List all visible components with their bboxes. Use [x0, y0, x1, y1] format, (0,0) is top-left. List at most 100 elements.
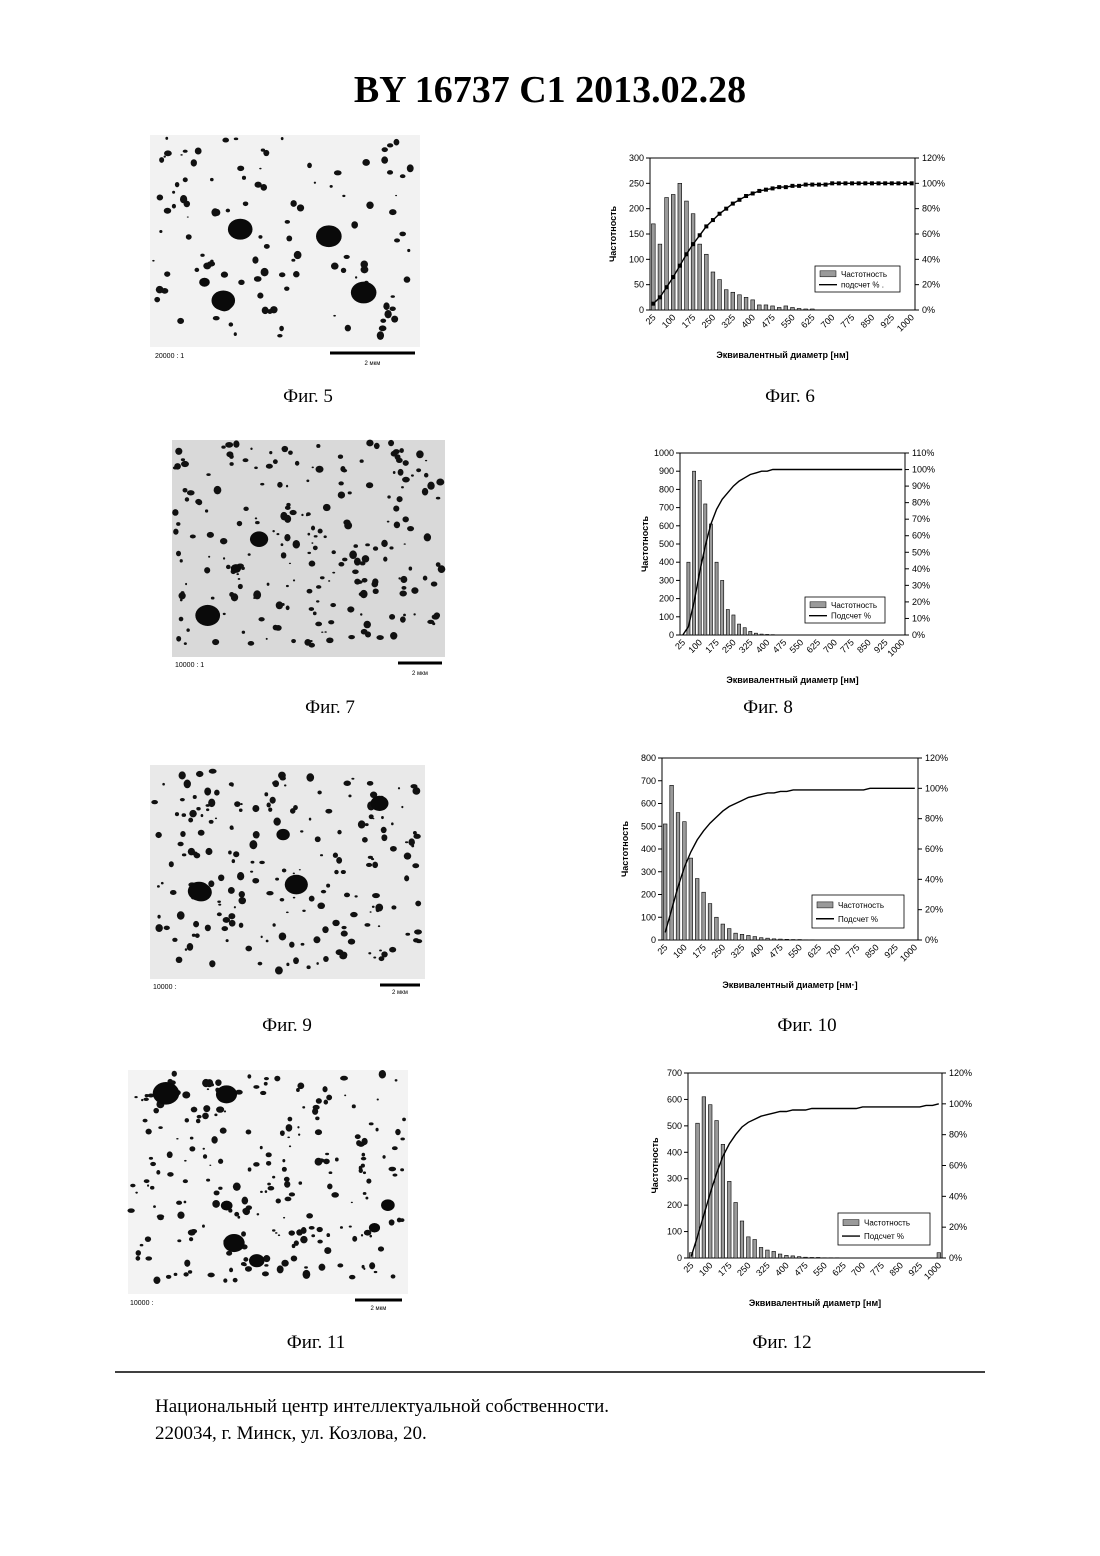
particle [303, 1270, 311, 1279]
particle [245, 1266, 252, 1272]
particle [328, 620, 334, 624]
particle [223, 613, 226, 615]
particle [376, 1128, 379, 1132]
particle [309, 818, 311, 821]
particle [216, 1085, 237, 1103]
y2-tick-label: 60% [925, 844, 943, 854]
particle [341, 870, 346, 874]
bar [665, 198, 669, 310]
particle [275, 878, 279, 881]
particle [293, 805, 298, 810]
particle [404, 276, 411, 282]
particle [349, 1275, 355, 1280]
line-marker [857, 181, 861, 185]
particle [276, 829, 289, 840]
bar [732, 615, 735, 635]
particle [280, 776, 286, 781]
particle [361, 1234, 363, 1237]
particle [252, 256, 258, 263]
line-marker [671, 275, 675, 279]
bar [715, 562, 718, 635]
bar [726, 610, 729, 635]
particle [282, 1159, 285, 1162]
particle [289, 1192, 295, 1196]
particle [173, 529, 178, 535]
particle [306, 773, 314, 781]
x-tick-label: 475 [771, 637, 789, 655]
particle [187, 216, 189, 217]
particle [172, 1071, 177, 1077]
particle [306, 965, 310, 969]
bar [772, 1251, 776, 1258]
particle [231, 593, 238, 601]
figure-caption: Фиг. 9 [262, 1015, 312, 1036]
line-marker [890, 181, 894, 185]
x-tick-label: 325 [720, 312, 738, 330]
particle [145, 1236, 151, 1242]
particle [407, 526, 414, 531]
line-marker [837, 181, 841, 185]
bar [772, 939, 776, 940]
particle [210, 260, 214, 263]
particle [257, 1213, 260, 1215]
particle [302, 910, 305, 912]
particle [348, 939, 355, 945]
particle [189, 1146, 195, 1151]
particle [345, 325, 351, 332]
x-tick-label: 1000 [885, 637, 906, 658]
particle [366, 863, 372, 867]
particle [413, 613, 415, 615]
particle [164, 208, 171, 214]
bar [689, 858, 693, 940]
particle [395, 1079, 398, 1081]
particle [317, 1227, 323, 1232]
particle [334, 170, 342, 175]
particle [272, 530, 274, 532]
particle [279, 326, 284, 331]
particle [404, 875, 409, 881]
particle [188, 1270, 192, 1274]
particle [257, 293, 263, 299]
footer-line: Национальный центр интеллектуальной собс… [155, 1396, 609, 1417]
x-tick-label: 775 [868, 1260, 886, 1278]
particle [340, 1076, 348, 1081]
particle [400, 616, 406, 622]
bar [766, 938, 770, 940]
particle [240, 803, 242, 805]
particle [276, 533, 279, 535]
legend-label: Подсчет % [838, 915, 878, 924]
micrograph-background [172, 440, 445, 660]
particle [291, 639, 296, 643]
micrograph: 20000 : 12 мкм [150, 135, 420, 371]
particle [362, 1153, 366, 1157]
x-tick-label: 625 [806, 942, 824, 960]
particle [316, 962, 318, 965]
line-marker [777, 185, 781, 189]
particle [225, 442, 233, 448]
particle [384, 310, 391, 318]
particle [275, 966, 283, 974]
y2-tick-label: 20% [912, 597, 930, 607]
magnification: 10000 : [130, 1300, 153, 1307]
particle [436, 497, 440, 500]
particle [169, 861, 174, 867]
particle [344, 893, 350, 898]
particle [311, 526, 315, 531]
particle [172, 938, 177, 942]
particle [223, 1278, 227, 1282]
particle [233, 1183, 241, 1191]
particle [145, 1256, 152, 1260]
particle [228, 850, 232, 854]
particle [423, 576, 428, 581]
bar [771, 306, 775, 310]
figure-caption: Фиг. 7 [305, 697, 355, 718]
particle [173, 466, 178, 469]
bar [678, 183, 682, 310]
header-title: BY 16737 C1 2013.02.28 [354, 69, 746, 111]
bar [734, 933, 738, 940]
particle [387, 170, 393, 174]
bar [747, 935, 751, 940]
particle [239, 809, 243, 812]
x-tick-label: 250 [700, 312, 718, 330]
particle [340, 1226, 343, 1229]
